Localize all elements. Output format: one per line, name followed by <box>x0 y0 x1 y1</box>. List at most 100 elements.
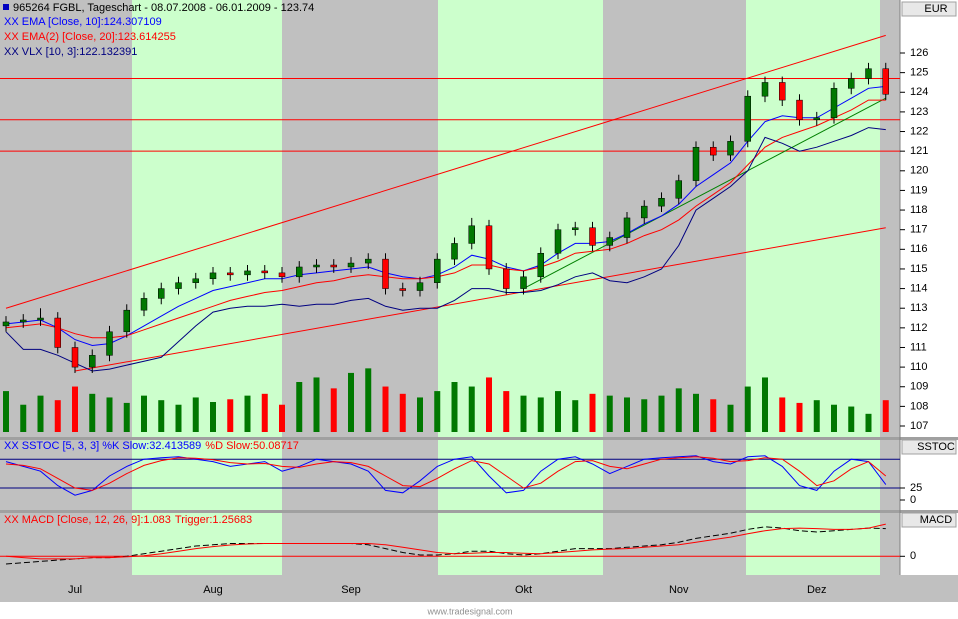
volume-bar <box>261 393 268 432</box>
candle-body <box>140 298 148 311</box>
volume-bar <box>882 400 889 432</box>
volume-bar <box>589 393 596 432</box>
y-tick-label: 115 <box>910 263 928 275</box>
candle-body <box>123 309 130 333</box>
price-axis-label: EUR <box>924 3 947 15</box>
candle-body <box>692 146 700 181</box>
candle-body <box>330 264 337 268</box>
candle-body <box>313 264 320 268</box>
candle-body <box>261 270 268 274</box>
candle-body <box>2 321 10 327</box>
y-tick-label: 122 <box>910 125 928 137</box>
y-tick-label: 0 <box>910 550 916 562</box>
y-tick-label: 113 <box>910 302 928 314</box>
candle-body <box>20 319 27 323</box>
candle-body <box>54 317 61 348</box>
volume-bar <box>675 388 682 432</box>
panel-separator <box>0 510 958 513</box>
y-tick-label: 117 <box>910 224 928 236</box>
legend-entry: XX VLX [10, 3]:122.132391 <box>4 46 137 58</box>
candle-body <box>882 68 889 95</box>
candle-body <box>761 82 769 97</box>
volume-bar <box>37 395 44 432</box>
candle-body <box>365 258 372 264</box>
candle-body <box>278 272 286 278</box>
volume-bar <box>313 377 320 432</box>
candle-body <box>848 78 855 89</box>
candle-body <box>89 355 96 368</box>
candle-body <box>244 270 251 276</box>
stoch-line <box>5 455 887 496</box>
y-tick-label: 108 <box>910 400 928 412</box>
candle-body <box>589 227 596 246</box>
candle-body <box>675 180 682 199</box>
legend-entry: XX EMA [Close, 10]:124.307109 <box>4 16 162 28</box>
candle-body <box>727 141 734 156</box>
candle-body <box>468 225 475 244</box>
candle-body <box>192 278 199 283</box>
volume-bar <box>451 382 458 432</box>
candle-body <box>503 268 510 289</box>
y-tick-label: 119 <box>910 184 928 196</box>
y-tick-label: 0 <box>910 494 916 506</box>
axis-label-box <box>901 512 957 528</box>
volume-bar <box>537 397 544 432</box>
legend-entry: XX MACD [Close, 12, 26, 9]:1.083 <box>4 514 171 526</box>
volume-bar <box>486 377 492 432</box>
volume-bar <box>813 400 820 432</box>
chart-title: 965264 FGBL, Tageschart - 08.07.2008 - 0… <box>13 2 314 14</box>
volume-bar <box>520 395 527 432</box>
candle-body <box>227 272 234 276</box>
candle-body <box>537 252 544 278</box>
x-tick-label: Okt <box>515 584 532 596</box>
stoch-axis-label: SSTOC <box>917 441 955 453</box>
x-tick-label: Dez <box>807 584 827 596</box>
candle-body <box>796 99 803 121</box>
volume-bar <box>710 399 717 432</box>
volume-bar <box>382 386 389 432</box>
y-tick-label: 123 <box>910 106 928 118</box>
axis-label-box <box>901 1 957 17</box>
macd-axis-label: MACD <box>920 514 952 526</box>
macd-line <box>5 526 886 565</box>
volume-bar <box>865 413 872 432</box>
y-tick-label: 112 <box>910 322 928 334</box>
volume-bar <box>434 391 441 432</box>
candle-body <box>779 82 786 101</box>
candle-body <box>451 243 458 260</box>
candle-body <box>434 258 441 283</box>
volume-bar <box>503 391 510 432</box>
volume-bar <box>727 404 734 432</box>
candle-body <box>865 68 872 79</box>
trendline <box>523 97 886 290</box>
volume-bar <box>89 393 96 432</box>
candle-body <box>71 347 79 368</box>
y-tick-label: 124 <box>910 86 928 98</box>
indicator-line <box>5 99 886 339</box>
volume-bar <box>192 397 199 432</box>
volume-bar <box>244 395 251 432</box>
candle-body <box>399 288 406 291</box>
x-tick-label: Sep <box>341 584 361 596</box>
y-tick-label: 121 <box>910 145 928 157</box>
panel-separator <box>0 437 958 440</box>
volume-bar <box>693 393 699 432</box>
volume-bar <box>365 368 372 432</box>
macd-line <box>5 523 886 560</box>
candle-body <box>813 117 820 121</box>
candle-body <box>209 272 217 280</box>
volume-bar <box>762 377 768 432</box>
volume-bar <box>606 395 613 432</box>
legend-entry: XX SSTOC [5, 3, 3] %K Slow:32.413589 <box>4 440 201 452</box>
volume-bar <box>175 404 182 432</box>
y-tick-label: 118 <box>910 204 928 216</box>
candle-body <box>175 282 182 289</box>
volume-bar <box>141 395 147 432</box>
y-tick-label: 126 <box>910 47 928 59</box>
volume-bar <box>330 388 337 432</box>
plot-layer: Jul Aug Sep Okt Nov Dez 107 108 109 110 111 112 113 1… <box>0 2 928 596</box>
y-tick-label: 125 <box>910 67 928 79</box>
volume-bar <box>106 397 113 432</box>
y-tick-label: 116 <box>910 243 928 255</box>
candle-body <box>658 198 665 207</box>
